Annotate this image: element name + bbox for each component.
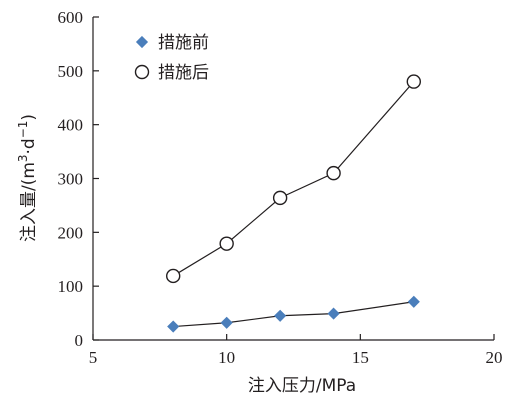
series-1-point: [327, 307, 340, 320]
legend-marker-1: [135, 35, 149, 49]
series-1: [167, 295, 420, 333]
x-tick-label: 10: [218, 348, 235, 367]
legend-marker-2: [134, 64, 150, 80]
legend-label-1: 措施前: [158, 33, 209, 53]
y-tick-label: 500: [58, 62, 84, 81]
y-tick-label: 300: [58, 170, 84, 189]
series-2-point: [219, 236, 234, 251]
y-axis-title-sup1: 3: [16, 154, 30, 162]
x-tick-label: 5: [89, 348, 98, 367]
x-tick-label: 20: [486, 348, 503, 367]
series-2-point: [272, 190, 288, 206]
series-2-point: [326, 165, 341, 181]
y-tick-label: 200: [58, 223, 84, 242]
y-axis-title-sup2: −1: [16, 121, 30, 139]
series-1-point: [274, 309, 287, 322]
y-axis-title: 注入量/(m3·d−1): [16, 114, 39, 242]
y-tick-label: 600: [58, 8, 84, 27]
series-2-line: [172, 81, 415, 277]
y-tick-label: 400: [58, 116, 84, 135]
series-2-point: [406, 74, 421, 89]
x-tick-label: 15: [352, 348, 369, 367]
series-1-point: [220, 316, 233, 329]
y-axis-title-end: ): [19, 114, 39, 121]
series-1-line: [173, 301, 414, 328]
y-tick-label: 100: [58, 277, 84, 296]
y-tick-label: 0: [75, 331, 84, 350]
legend-label-2: 措施后: [158, 63, 209, 83]
axes: [92, 17, 494, 341]
x-axis-title: 注入压力/MPa: [248, 376, 356, 396]
y-axis-title-mid: ·d: [19, 138, 39, 154]
series-1-point: [167, 320, 180, 333]
y-axis-title-main: 注入量/(m: [19, 162, 39, 242]
series-2-point: [165, 268, 181, 284]
series-2: [165, 74, 421, 284]
series-1-point: [407, 295, 420, 308]
series-layer: [165, 74, 421, 333]
